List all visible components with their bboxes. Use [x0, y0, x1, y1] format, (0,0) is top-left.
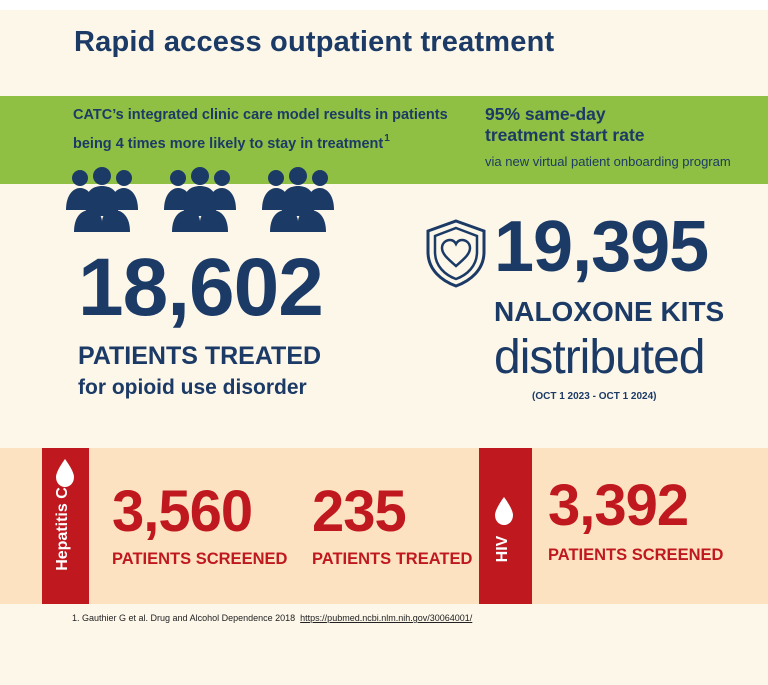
hep-c-treated-number: 235 [312, 479, 407, 544]
footnote-citation: 1. Gauthier G et al. Drug and Alcohol De… [72, 613, 296, 623]
footnote-link[interactable]: https://pubmed.ncbi.nlm.nih.gov/30064001… [300, 613, 473, 623]
people-group-icon-1 [66, 167, 138, 232]
patients-treated-number: 18,602 [78, 242, 324, 333]
hep-c-label: Hepatitis C [54, 487, 71, 571]
page-title: Rapid access outpatient treatment [74, 26, 555, 58]
same-day-subtext: via new virtual patient onboarding progr… [485, 154, 731, 169]
screening-band [0, 448, 768, 604]
naloxone-label: NALOXONE KITS [494, 296, 725, 327]
shield-heart-icon [426, 219, 486, 288]
footnote-ref: 1 [384, 133, 390, 144]
hep-c-screened-label: PATIENTS SCREENED [112, 550, 288, 568]
retention-statement: CATC’s integrated clinic care model resu… [73, 103, 463, 156]
retention-text: CATC’s integrated clinic care model resu… [73, 107, 448, 152]
hep-c-treated-label: PATIENTS TREATED [312, 550, 473, 568]
hiv-screened-number: 3,392 [548, 473, 689, 538]
patients-treated-label: PATIENTS TREATED [78, 342, 322, 370]
naloxone-date-range: (OCT 1 2023 - OCT 1 2024) [532, 391, 657, 402]
people-group-icon-2 [164, 167, 236, 232]
hiv-tab [479, 448, 532, 604]
same-day-heading-line2: treatment start rate [485, 125, 645, 145]
people-group-icon-3 [262, 167, 334, 232]
droplet-icon [56, 459, 74, 487]
people-group-icon [66, 167, 334, 232]
hiv-label: HIV [494, 535, 511, 563]
hep-c-screened-number: 3,560 [112, 479, 253, 544]
patients-treated-sublabel: for opioid use disorder [78, 376, 307, 399]
footnote: 1. Gauthier G et al. Drug and Alcohol De… [72, 613, 472, 623]
naloxone-sublabel: distributed [494, 331, 705, 384]
same-day-heading: 95% same-day treatment start rate [485, 104, 645, 146]
naloxone-number: 19,395 [494, 207, 709, 287]
same-day-heading-line1: 95% same-day [485, 104, 606, 124]
hiv-screened-label: PATIENTS SCREENED [548, 546, 724, 564]
droplet-icon [495, 497, 513, 525]
green-banner [0, 96, 768, 184]
top-margin [0, 0, 768, 10]
